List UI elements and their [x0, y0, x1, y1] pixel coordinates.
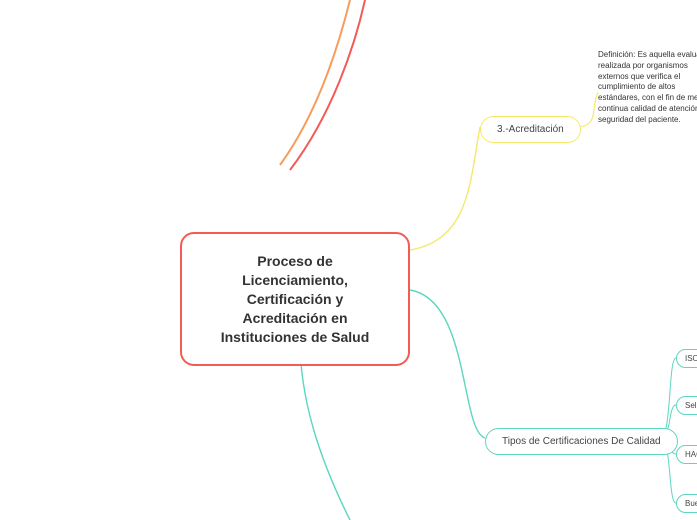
cert-leaf-label: ISO 9001 [685, 354, 697, 363]
cert-leaf[interactable]: Sello de Calidad [676, 396, 697, 415]
cert-leaf-label: Buenas Prácticas [685, 499, 697, 508]
node-acreditacion-label: 3.-Acreditación [497, 124, 564, 135]
note-acreditacion-definition: Definición: Es aquella evaluación realiz… [598, 50, 697, 126]
root-label: Proceso de Licenciamiento, Certificación… [204, 252, 386, 346]
node-acreditacion[interactable]: 3.-Acreditación [480, 116, 581, 143]
cert-leaf[interactable]: HACCP Análisis de Peligros y Control [676, 445, 697, 464]
node-tipos-cert-label: Tipos de Certificaciones De Calidad [502, 436, 661, 447]
cert-leaf[interactable]: ISO 9001 [676, 349, 697, 368]
mindmap-canvas: Proceso de Licenciamiento, Certificación… [0, 0, 697, 520]
note-text: Definición: Es aquella evaluación realiz… [598, 50, 697, 124]
cert-leaf-label: HACCP Análisis de Peligros y Control [685, 450, 697, 459]
root-node[interactable]: Proceso de Licenciamiento, Certificación… [180, 232, 410, 366]
cert-leaf-label: Sello de Calidad [685, 401, 697, 410]
node-tipos-certificaciones[interactable]: Tipos de Certificaciones De Calidad [485, 428, 678, 455]
cert-leaf[interactable]: Buenas Prácticas [676, 494, 697, 513]
